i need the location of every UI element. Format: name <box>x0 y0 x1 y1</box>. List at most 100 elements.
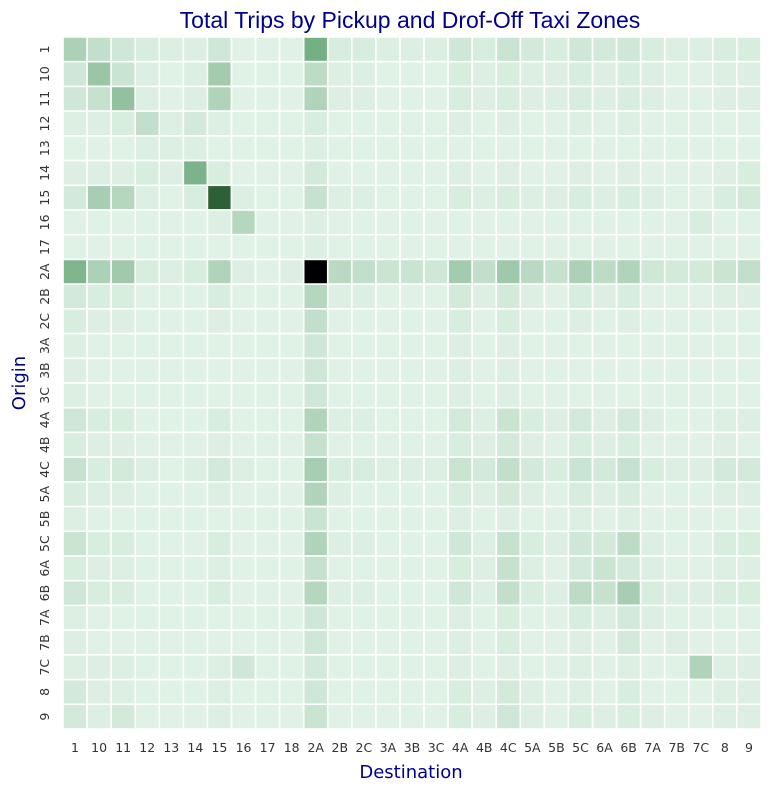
heatmap-cell <box>663 654 690 681</box>
heatmap-cell <box>110 233 137 261</box>
heatmap-cell <box>278 209 305 236</box>
heatmap-cell <box>543 159 570 187</box>
heatmap-cell <box>519 184 546 211</box>
heatmap-cell <box>712 60 738 88</box>
heatmap-cell <box>447 184 473 211</box>
heatmap-cell <box>254 159 281 187</box>
heatmap-cell <box>62 382 88 409</box>
heatmap-cell <box>158 258 185 285</box>
heatmap-cell <box>639 308 666 335</box>
heatmap-cell <box>110 60 137 88</box>
heatmap-cell <box>591 406 618 434</box>
heatmap-cell <box>712 36 738 63</box>
heatmap-cell <box>567 604 594 631</box>
heatmap-cell <box>254 431 281 458</box>
x-tick-label: 4B <box>476 740 493 755</box>
heatmap-cell <box>423 36 449 63</box>
heatmap-cell <box>254 184 281 211</box>
heatmap-cell <box>519 505 546 533</box>
heatmap-cell <box>736 85 762 112</box>
y-tick-label: 15 <box>37 190 52 206</box>
heatmap-cell <box>615 406 642 434</box>
heatmap-cell <box>399 431 425 458</box>
heatmap-cell <box>519 308 546 335</box>
heatmap-cell <box>687 283 714 310</box>
heatmap-cell <box>519 654 546 681</box>
heatmap-cell <box>543 456 570 483</box>
heatmap-cell <box>399 135 425 162</box>
heatmap-cell <box>278 283 305 310</box>
heatmap-cell <box>254 209 281 236</box>
heatmap-cell <box>519 233 546 261</box>
heatmap-cell <box>663 135 690 162</box>
heatmap-cell <box>447 579 473 607</box>
x-tick-label: 4C <box>500 740 517 755</box>
heatmap-cell <box>206 555 233 582</box>
heatmap-cell <box>399 654 425 681</box>
heatmap-cell <box>712 678 738 706</box>
heatmap-cell <box>567 406 594 434</box>
heatmap-cell <box>687 481 714 508</box>
y-tick-label: 5B <box>37 511 52 528</box>
heatmap-cell <box>134 209 161 236</box>
x-tick-label: 7C <box>692 740 709 755</box>
x-tick-label: 1 <box>71 740 79 755</box>
heatmap-cell <box>351 579 377 607</box>
heatmap-cell <box>519 382 546 409</box>
heatmap-cell <box>495 36 522 63</box>
heatmap-cell <box>206 678 233 706</box>
heatmap-cell <box>62 703 88 730</box>
heatmap-cell <box>134 703 161 730</box>
heatmap-cell <box>278 85 305 112</box>
heatmap-cell <box>110 209 137 236</box>
heatmap-cell <box>326 110 353 137</box>
heatmap-cell <box>615 629 642 656</box>
heatmap-cell <box>230 629 257 656</box>
heatmap-cell <box>182 481 209 508</box>
heatmap-cell <box>567 678 594 706</box>
heatmap-cell <box>206 85 233 112</box>
heatmap-cell <box>447 233 473 261</box>
heatmap-cell <box>351 431 377 458</box>
heatmap-cell <box>663 604 690 631</box>
heatmap-cell <box>326 85 353 112</box>
heatmap-cell <box>230 110 257 137</box>
y-tick-label: 6A <box>37 560 52 577</box>
heatmap-cell <box>206 703 233 730</box>
heatmap-cell <box>543 654 570 681</box>
heatmap-cell <box>423 505 449 533</box>
heatmap-cell <box>495 110 522 137</box>
heatmap-cell <box>158 308 185 335</box>
heatmap-cell <box>230 135 257 162</box>
heatmap-cell <box>158 233 185 261</box>
heatmap-cell <box>302 431 329 458</box>
heatmap-cell <box>326 135 353 162</box>
heatmap-cell <box>278 60 305 88</box>
heatmap-cell <box>351 308 377 335</box>
heatmap-cell <box>134 36 161 63</box>
heatmap-cell <box>302 579 329 607</box>
heatmap-cell <box>591 135 618 162</box>
heatmap-cell <box>158 357 185 384</box>
heatmap-cell <box>110 382 137 409</box>
heatmap-cell <box>567 382 594 409</box>
heatmap-cell <box>736 678 762 706</box>
heatmap-cell <box>615 579 642 607</box>
heatmap-cell <box>182 85 209 112</box>
heatmap-cell <box>62 60 88 88</box>
heatmap-cell <box>591 85 618 112</box>
heatmap-cell <box>134 530 161 557</box>
heatmap-cell <box>278 654 305 681</box>
heatmap-cell <box>375 481 401 508</box>
x-tick-label: 8 <box>721 740 729 755</box>
y-tick-label: 4B <box>37 437 52 454</box>
heatmap-cell <box>687 233 714 261</box>
heatmap-cell <box>615 110 642 137</box>
heatmap-cell <box>351 456 377 483</box>
heatmap-cell <box>639 283 666 310</box>
heatmap-cell <box>302 85 329 112</box>
heatmap-cell <box>591 456 618 483</box>
heatmap-cell <box>351 357 377 384</box>
heatmap-cell <box>591 308 618 335</box>
heatmap-cell <box>663 184 690 211</box>
